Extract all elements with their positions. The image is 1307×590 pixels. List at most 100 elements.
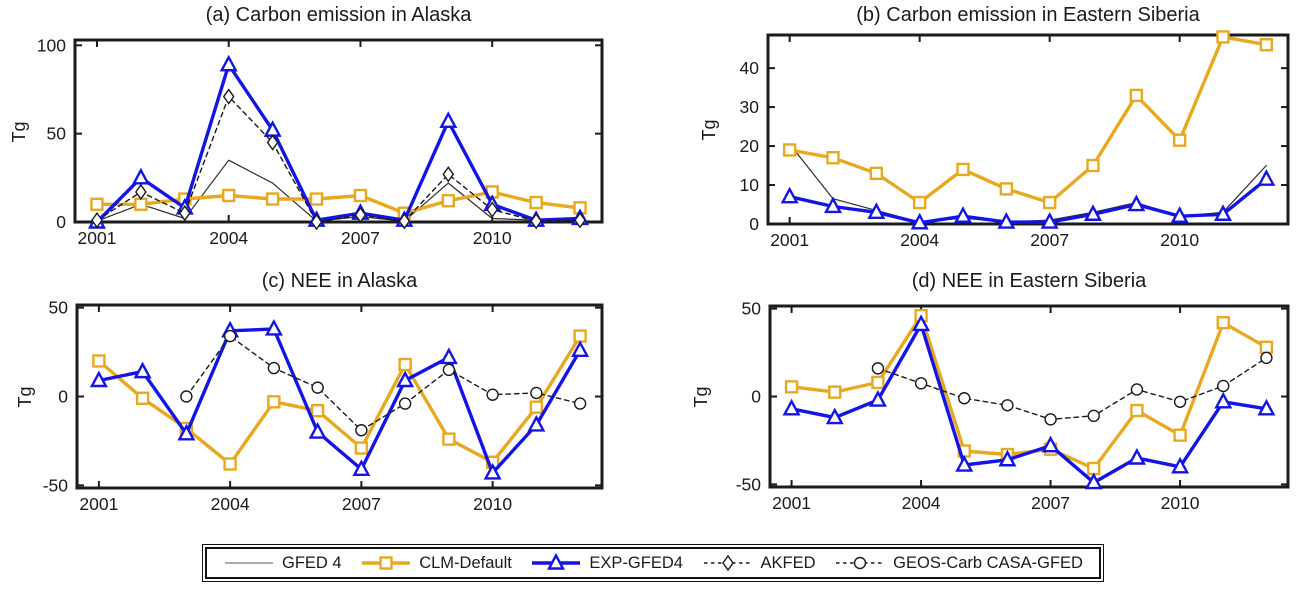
- series-geos-carb-casa-gfed-circle-marker: [398, 397, 412, 410]
- series-akfed-diamond-marker: [178, 204, 191, 222]
- series-exp-gfed4-triangle-marker: [1214, 391, 1233, 409]
- legend-items: GFED 4 CLM-Default EXP-GFED4 AKFED GEOS-Carb…: [205, 547, 1101, 579]
- series-clm-default-square-marker: [1259, 340, 1274, 354]
- y-tick-label: -50: [43, 475, 69, 495]
- series-clm-default-square-marker: [90, 197, 104, 212]
- axes-frame: [768, 304, 1290, 489]
- series-exp-gfed4-triangle-marker: [1171, 456, 1190, 474]
- panel-b: 2001 2004 2007 2010 0 10 20 30 40: [740, 30, 1290, 250]
- series-exp-gfed4-triangle-marker: [1040, 212, 1059, 229]
- series-clm-default-square-marker: [1172, 133, 1187, 147]
- panel-d: 2001 2004 2007 2010 -50 0 50: [736, 299, 1290, 513]
- series-clm-default-square-marker: [828, 385, 842, 399]
- series-akfed-diamond-marker: [310, 213, 323, 231]
- series-exp-gfed4-triangle-marker: [1083, 204, 1103, 221]
- series-line-clm-default: [95, 190, 582, 215]
- x-tick-label: 2007: [1031, 493, 1070, 513]
- series-clm-default-square-marker: [265, 192, 280, 206]
- series-exp-gfed4-triangle-marker: [912, 314, 931, 332]
- series-geos-carb-casa-gfed-circle-marker: [1217, 379, 1230, 393]
- legend-item-exp-gfed4: EXP-GFED4: [530, 552, 683, 574]
- series-line-akfed: [96, 95, 581, 223]
- series-exp-gfed4-triangle-marker: [780, 186, 799, 204]
- series-exp-gfed4-triangle-marker: [823, 196, 843, 214]
- series-geos-carb-casa-gfed-circle-marker: [180, 390, 193, 403]
- series-exp-gfed4-triangle-marker: [527, 414, 546, 432]
- series-exp-gfed4-triangle-marker: [825, 407, 844, 425]
- x-tick-label: 2010: [473, 228, 512, 248]
- series-exp-gfed4-triangle-marker: [396, 370, 415, 388]
- series-exp-gfed4-triangle-marker: [997, 212, 1016, 229]
- series-akfed-diamond-marker: [574, 212, 586, 229]
- series-clm-default-square-marker: [1129, 88, 1144, 103]
- series-geos-carb-casa-gfed-circle-marker: [355, 424, 368, 437]
- series-clm-default-square-marker: [92, 354, 106, 368]
- panel-a-title: (a) Carbon emission in Alaska: [205, 4, 472, 26]
- series-exp-gfed4-triangle-marker: [133, 361, 152, 379]
- panel-d-title: (d) NEE in Eastern Siberia: [911, 270, 1147, 292]
- x-tick-label: 2004: [211, 494, 250, 514]
- x-tick-label: 2001: [772, 493, 811, 513]
- y-tick-label: 100: [37, 35, 66, 55]
- series-clm-default-square-marker: [956, 162, 970, 177]
- legend-geos-carb-casa-gfed-circle-marker: [853, 556, 867, 570]
- series-clm-default-square-marker: [223, 457, 237, 471]
- geos-carb-casa-gfed-legend-sample: [836, 556, 885, 570]
- series-exp-gfed4-triangle-marker: [483, 462, 502, 480]
- legend-item-label: GEOS-Carb CASA-GFED: [893, 553, 1083, 572]
- legend-item-akfed: AKFED: [702, 552, 816, 574]
- series-clm-default-square-marker: [1216, 315, 1230, 330]
- series-exp-gfed4-triangle-marker: [998, 449, 1017, 467]
- series-exp-gfed4-triangle-marker: [1127, 447, 1146, 465]
- series-geos-carb-casa-gfed-circle-marker: [1044, 413, 1057, 426]
- series-line-exp-gfed4: [95, 63, 582, 224]
- x-tick-label: 2010: [473, 494, 512, 514]
- series-clm-default-square-marker: [529, 400, 544, 414]
- y-tick-label: 20: [740, 136, 760, 156]
- series-clm-default-square-marker: [354, 441, 369, 455]
- x-tick-label: 2004: [209, 228, 248, 248]
- series-exp-gfed4-triangle-marker: [439, 347, 458, 365]
- legend-item-label: CLM-Default: [419, 553, 512, 572]
- series-line-exp-gfed4: [97, 327, 582, 475]
- series-exp-gfed4-triangle-marker: [308, 422, 327, 439]
- series-geos-carb-casa-gfed-circle-marker: [958, 392, 971, 405]
- series-clm-default-square-marker: [1087, 461, 1101, 476]
- series-exp-gfed4-triangle-marker: [177, 423, 196, 441]
- series-geos-carb-casa-gfed-circle-marker: [573, 397, 587, 410]
- series-line-exp-gfed4: [788, 177, 1268, 225]
- series-geos-carb-casa-gfed-circle-marker: [914, 377, 928, 390]
- exp-gfed4-legend-sample: [532, 552, 581, 570]
- legend-item-label: EXP-GFED4: [589, 553, 683, 572]
- series-clm-default-square-marker: [353, 188, 368, 203]
- panel-a-ylabel: Tg: [9, 121, 29, 143]
- series-clm-default-square-marker: [441, 194, 455, 208]
- series-clm-default-square-marker: [782, 143, 797, 157]
- series-clm-default-square-marker: [398, 357, 412, 372]
- series-exp-gfed4-triangle-marker: [131, 167, 150, 185]
- series-exp-gfed4-triangle-marker: [910, 212, 929, 230]
- series-exp-gfed4-triangle-marker: [439, 111, 458, 128]
- series-geos-carb-casa-gfed-circle-marker: [442, 363, 456, 377]
- x-tick-label: 2001: [770, 230, 809, 250]
- legend-clm-default-square-marker: [379, 556, 393, 570]
- series-exp-gfed4-triangle-marker: [1257, 169, 1276, 186]
- x-tick-label: 2010: [1161, 493, 1200, 513]
- series-clm-default-square-marker: [871, 375, 885, 390]
- y-tick-label: 50: [47, 124, 67, 144]
- series-exp-gfed4-triangle-marker: [89, 370, 108, 388]
- series-geos-carb-casa-gfed-circle-marker: [1173, 395, 1187, 408]
- legend-item-gfed-4: GFED 4: [223, 552, 342, 574]
- series-exp-gfed4-triangle-marker: [1213, 204, 1233, 221]
- y-tick-label: 50: [49, 298, 69, 318]
- x-tick-label: 2004: [900, 230, 939, 250]
- series-akfed-diamond-marker: [266, 134, 279, 151]
- legend-akfed-diamond-marker: [721, 554, 734, 572]
- series-akfed-diamond-marker: [222, 88, 235, 105]
- y-tick-label: 0: [749, 214, 759, 234]
- series-akfed-diamond-marker: [486, 201, 499, 218]
- series-clm-default-square-marker: [309, 192, 324, 206]
- y-tick-label: 0: [58, 387, 68, 407]
- series-akfed-diamond-marker: [91, 212, 103, 229]
- y-tick-label: 40: [740, 58, 760, 78]
